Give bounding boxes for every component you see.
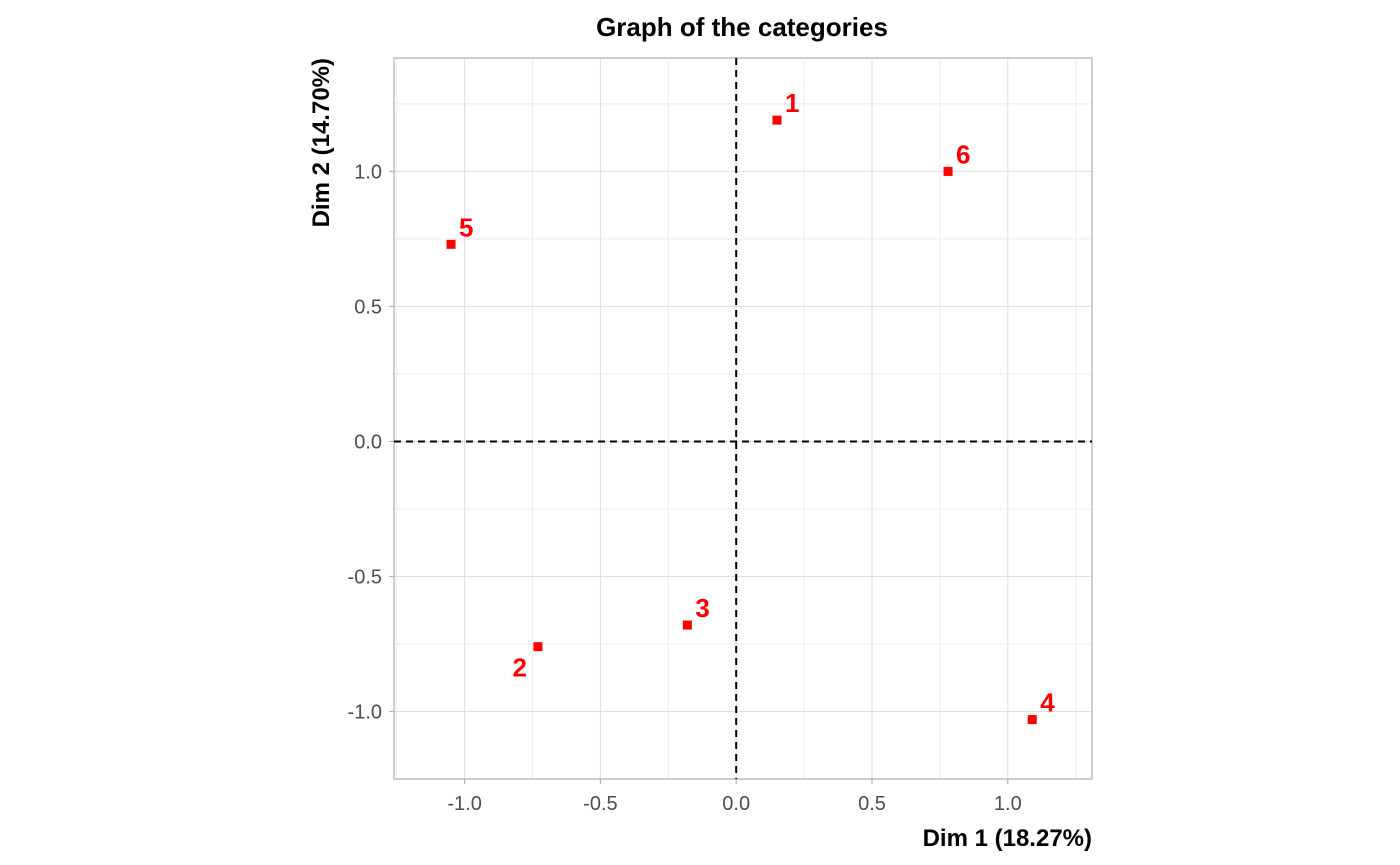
x-axis-title: Dim 1 (18.27%) bbox=[923, 825, 1092, 852]
y-axis-title: Dim 2 (14.70%) bbox=[308, 58, 335, 227]
point-label-3: 3 bbox=[695, 593, 709, 623]
data-point-2 bbox=[533, 642, 543, 652]
data-point-6 bbox=[943, 166, 953, 176]
y-tick-label: -1.0 bbox=[348, 701, 382, 723]
data-points bbox=[446, 115, 1037, 725]
point-label-2: 2 bbox=[512, 653, 526, 683]
point-label-6: 6 bbox=[956, 139, 970, 169]
x-tick-label: -0.5 bbox=[583, 793, 617, 815]
point-label-1: 1 bbox=[785, 88, 799, 118]
x-tick-label: 0.5 bbox=[858, 793, 886, 815]
grid bbox=[394, 58, 1092, 780]
data-point-5 bbox=[446, 239, 456, 249]
chart-title: Graph of the categories bbox=[596, 12, 888, 42]
y-tick-label: 0.5 bbox=[354, 296, 382, 318]
x-tick-label: 0.0 bbox=[722, 793, 750, 815]
point-label-5: 5 bbox=[459, 212, 473, 242]
reference-lines bbox=[394, 58, 1092, 779]
y-tick-label: -0.5 bbox=[348, 566, 382, 588]
y-tick-label: 0.0 bbox=[354, 431, 382, 453]
point-label-4: 4 bbox=[1040, 688, 1055, 718]
data-point-3 bbox=[682, 620, 692, 630]
data-point-1 bbox=[772, 115, 782, 125]
y-axis-ticks: -1.0 -0.5 0.0 0.5 1.0 bbox=[348, 161, 394, 723]
data-point-4 bbox=[1027, 715, 1037, 725]
x-tick-label: -1.0 bbox=[447, 793, 481, 815]
y-tick-label: 1.0 bbox=[354, 161, 382, 183]
x-tick-label: 1.0 bbox=[994, 793, 1022, 815]
x-axis-ticks: -1.0 -0.5 0.0 0.5 1.0 bbox=[447, 779, 1022, 815]
point-labels: 1 2 3 4 5 6 bbox=[459, 88, 1055, 717]
plot-panel-border bbox=[393, 57, 1093, 780]
